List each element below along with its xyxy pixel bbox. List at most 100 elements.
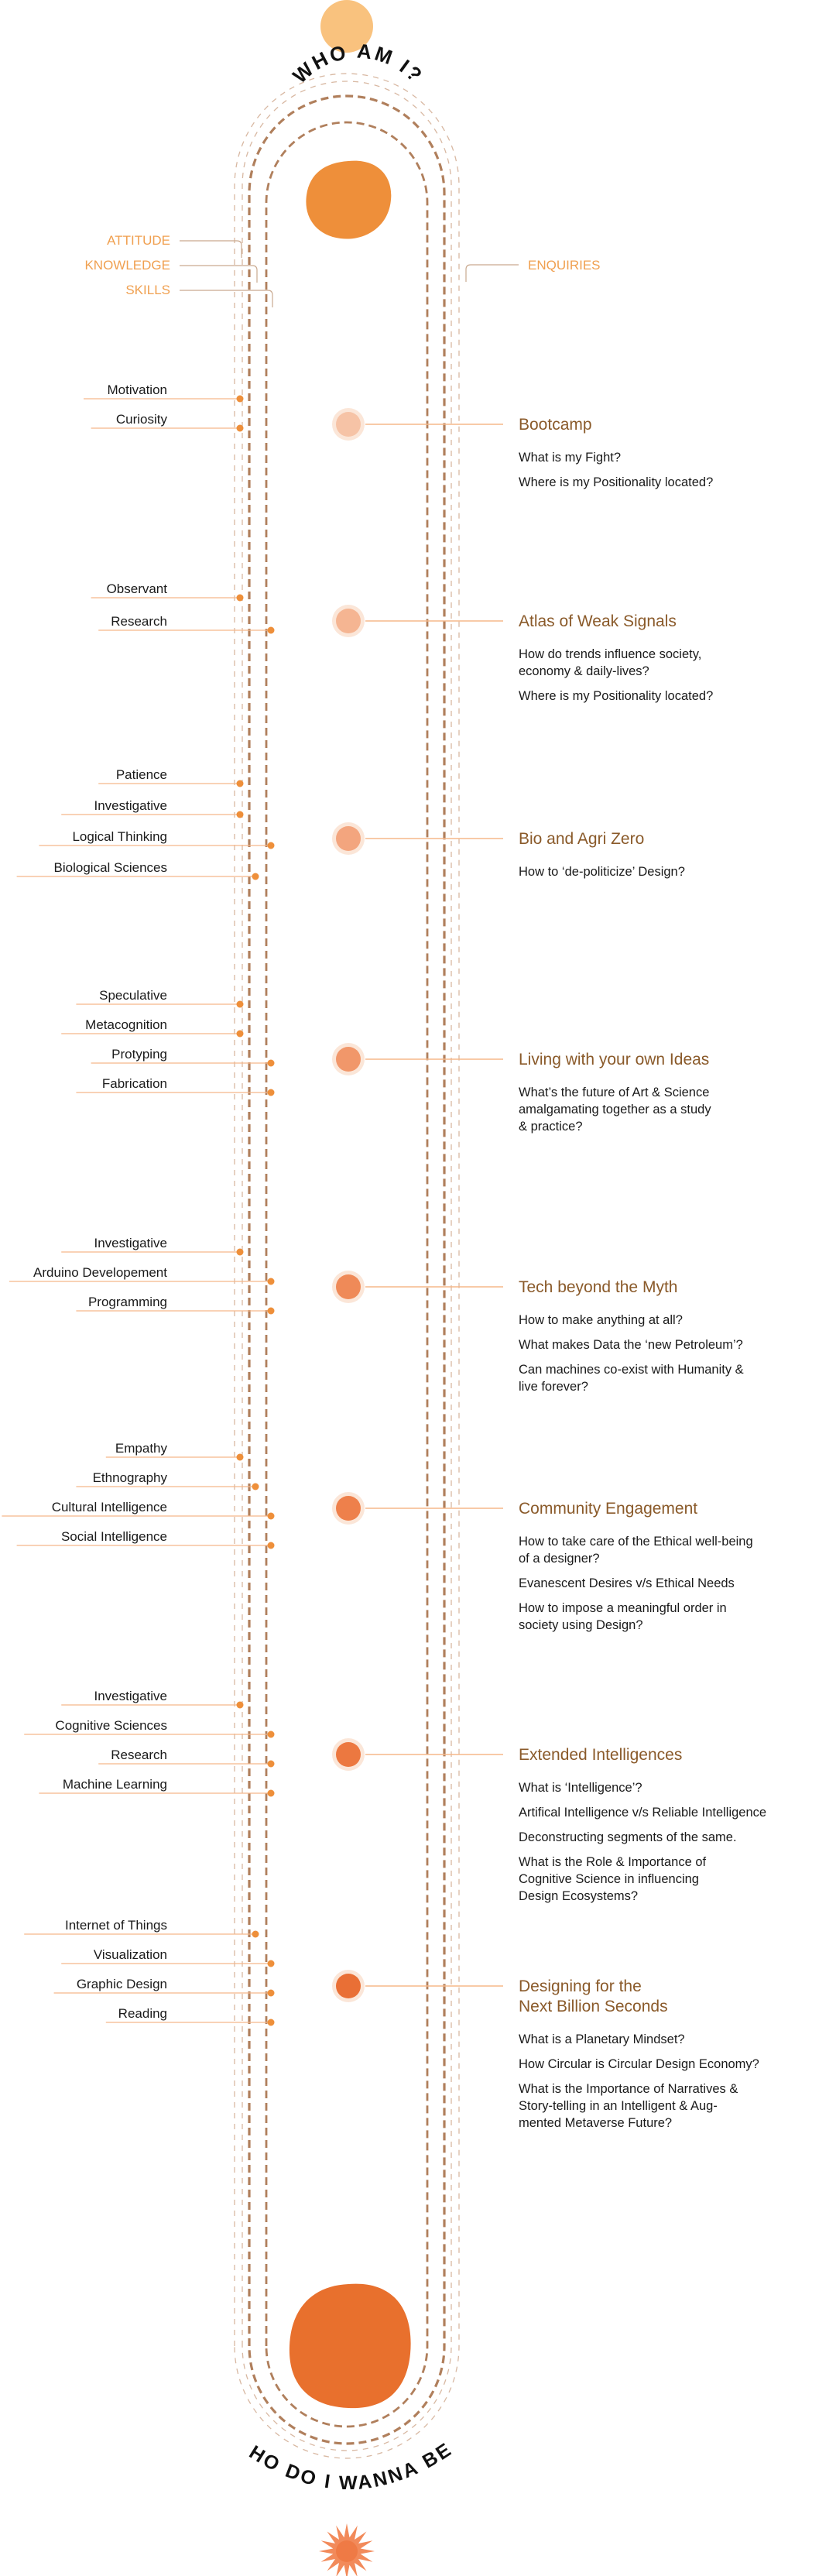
skill-label: Programming — [88, 1295, 167, 1309]
stage-title-line: Tech beyond the Myth — [519, 1278, 677, 1296]
skill-label: Speculative — [99, 988, 167, 1003]
enquiry-question-line: How to ‘de-politicize’ Design? — [519, 865, 685, 879]
enquiry-question-line: How to impose a meaningful order in — [519, 1601, 727, 1615]
skill-dot — [267, 842, 275, 849]
skill-label: Observant — [107, 581, 168, 596]
track-attitude-inner — [242, 81, 452, 2451]
stage-title-line: Atlas of Weak Signals — [519, 612, 677, 630]
enquiry-question-line: of a designer? — [519, 1552, 600, 1566]
enquiry-question-line: Where is my Positionality located? — [519, 475, 713, 489]
stage-title: Living with your own Ideas — [519, 1051, 709, 1068]
enquiry-question: What’s the future of Art & Science amalga… — [519, 1086, 711, 1134]
skill-item: Investigative — [61, 1689, 244, 1709]
enquiry-question: What is my Fight? — [519, 451, 621, 465]
skill-item: Investigative — [61, 1236, 244, 1256]
stage-title: Extended Intelligences — [519, 1746, 682, 1764]
enquiry-question-line: Story-telling in an Intelligent & Aug- — [519, 2099, 718, 2113]
stage-node — [336, 1274, 361, 1299]
skill-label: Investigative — [94, 1689, 168, 1703]
enquiry-question: How to ‘de-politicize’ Design? — [519, 865, 685, 879]
skill-item: Research — [98, 1748, 275, 1768]
skill-label: Fabrication — [102, 1076, 167, 1091]
enquiry-question-line: & practice? — [519, 1120, 583, 1134]
skill-label: Logical Thinking — [72, 829, 167, 844]
enquiry-question-line: Evanescent Desires v/s Ethical Needs — [519, 1576, 735, 1590]
skill-label: Empathy — [115, 1441, 168, 1456]
enquiry-question-line: What makes Data the ‘new Petroleum’? — [519, 1338, 743, 1352]
enquiry-question: How Circular is Circular Design Economy? — [519, 2057, 759, 2071]
enquiry-question: Artifical Intelligence v/s Reliable Inte… — [519, 1806, 766, 1820]
stage-node — [336, 1742, 361, 1767]
enquiry-question-line: live forever? — [519, 1380, 588, 1394]
skill-label: Metacognition — [85, 1017, 167, 1032]
skill-dot — [236, 594, 244, 602]
enquiry-question-line: How to make anything at all? — [519, 1313, 683, 1327]
stage-title: Community Engagement — [519, 1500, 697, 1518]
top-sun-circle — [320, 0, 373, 53]
enquiry-question-line: What is the Importance of Narratives & — [519, 2082, 738, 2096]
skill-label: Investigative — [94, 1236, 168, 1250]
skill-label: Research — [111, 614, 167, 629]
stage-title-line: Bootcamp — [519, 416, 592, 434]
enquiry-question-line: What is my Fight? — [519, 451, 621, 465]
skill-item: Visualization — [61, 1947, 275, 1967]
journey-tracks — [234, 73, 460, 2459]
legend-enquiries-connector — [465, 264, 519, 282]
legend: ATTITUDE KNOWLEDGE SKILLS ENQUIRIES — [84, 233, 601, 307]
skill-label: Ethnography — [93, 1470, 168, 1485]
skill-item: Empathy — [105, 1441, 244, 1461]
enquiry-question: Where is my Positionality located? — [519, 689, 713, 703]
skill-item: Graphic Design — [53, 1977, 275, 1997]
track-attitude-outer — [234, 73, 460, 2459]
stage-title: Atlas of Weak Signals — [519, 612, 677, 630]
skill-dot — [267, 1059, 275, 1067]
skill-label: Reading — [118, 2006, 167, 2021]
skill-dot — [236, 1453, 244, 1461]
skill-dot — [267, 1989, 275, 1997]
skill-dot — [236, 1000, 244, 1008]
stage-node — [336, 609, 361, 633]
stage-node — [336, 1974, 361, 1998]
skill-dot — [267, 626, 275, 634]
stage-title-line: Bio and Agri Zero — [519, 830, 644, 848]
enquiry-question: Can machines co-exist with Humanity & liv… — [519, 1363, 744, 1394]
skill-item: Fabrication — [76, 1076, 275, 1096]
enquiry-question-line: How Circular is Circular Design Economy? — [519, 2057, 759, 2071]
skill-dot — [267, 1278, 275, 1285]
stage-6: Community Engagement How to take care of … — [2, 1441, 753, 1632]
skill-dot — [252, 1483, 259, 1490]
stage-title-line: Extended Intelligences — [519, 1746, 682, 1764]
skill-item: Research — [98, 614, 275, 634]
skill-label: Arduino Developement — [33, 1265, 167, 1280]
track-skills — [265, 121, 429, 2428]
skill-label: Research — [111, 1748, 167, 1762]
skill-dot — [236, 424, 244, 432]
stage-title-line: Designing for the — [519, 1977, 642, 1995]
enquiry-question: Where is my Positionality located? — [519, 475, 713, 489]
skill-dot — [267, 1512, 275, 1520]
enquiry-question: How to make anything at all? — [519, 1313, 683, 1327]
skill-dot — [267, 1960, 275, 1967]
stage-title-line: Community Engagement — [519, 1500, 697, 1518]
legend-knowledge: KNOWLEDGE — [84, 258, 170, 273]
enquiry-question-line: How to take care of the Ethical well-bei… — [519, 1535, 753, 1549]
skill-label: Visualization — [94, 1947, 167, 1962]
skill-label: Investigative — [94, 798, 168, 813]
enquiry-question: How to take care of the Ethical well-bei… — [519, 1535, 753, 1566]
skill-item: Ethnography — [76, 1470, 259, 1490]
enquiry-question: What makes Data the ‘new Petroleum’? — [519, 1338, 743, 1352]
skill-label: Cognitive Sciences — [55, 1718, 167, 1733]
enquiry-question: What is the Importance of Narratives & St… — [519, 2082, 738, 2130]
enquiry-question-line: How do trends influence society, — [519, 647, 701, 661]
stage-7: Extended Intelligences What is ‘Intellige… — [24, 1689, 766, 1903]
enquiry-question-line: What is ‘Intelligence’? — [519, 1781, 642, 1795]
skill-dot — [252, 1930, 259, 1938]
enquiry-question-line: What is the Role & Importance of — [519, 1855, 707, 1869]
enquiry-question-line: What’s the future of Art & Science — [519, 1086, 709, 1099]
stage-title-line: Living with your own Ideas — [519, 1051, 709, 1068]
stages-layer: Bootcamp What is my Fight? Where is my Pos… — [2, 382, 766, 2130]
skill-item: Social Intelligence — [16, 1529, 275, 1549]
skill-dot — [267, 1089, 275, 1096]
skill-label: Motivation — [108, 382, 167, 397]
